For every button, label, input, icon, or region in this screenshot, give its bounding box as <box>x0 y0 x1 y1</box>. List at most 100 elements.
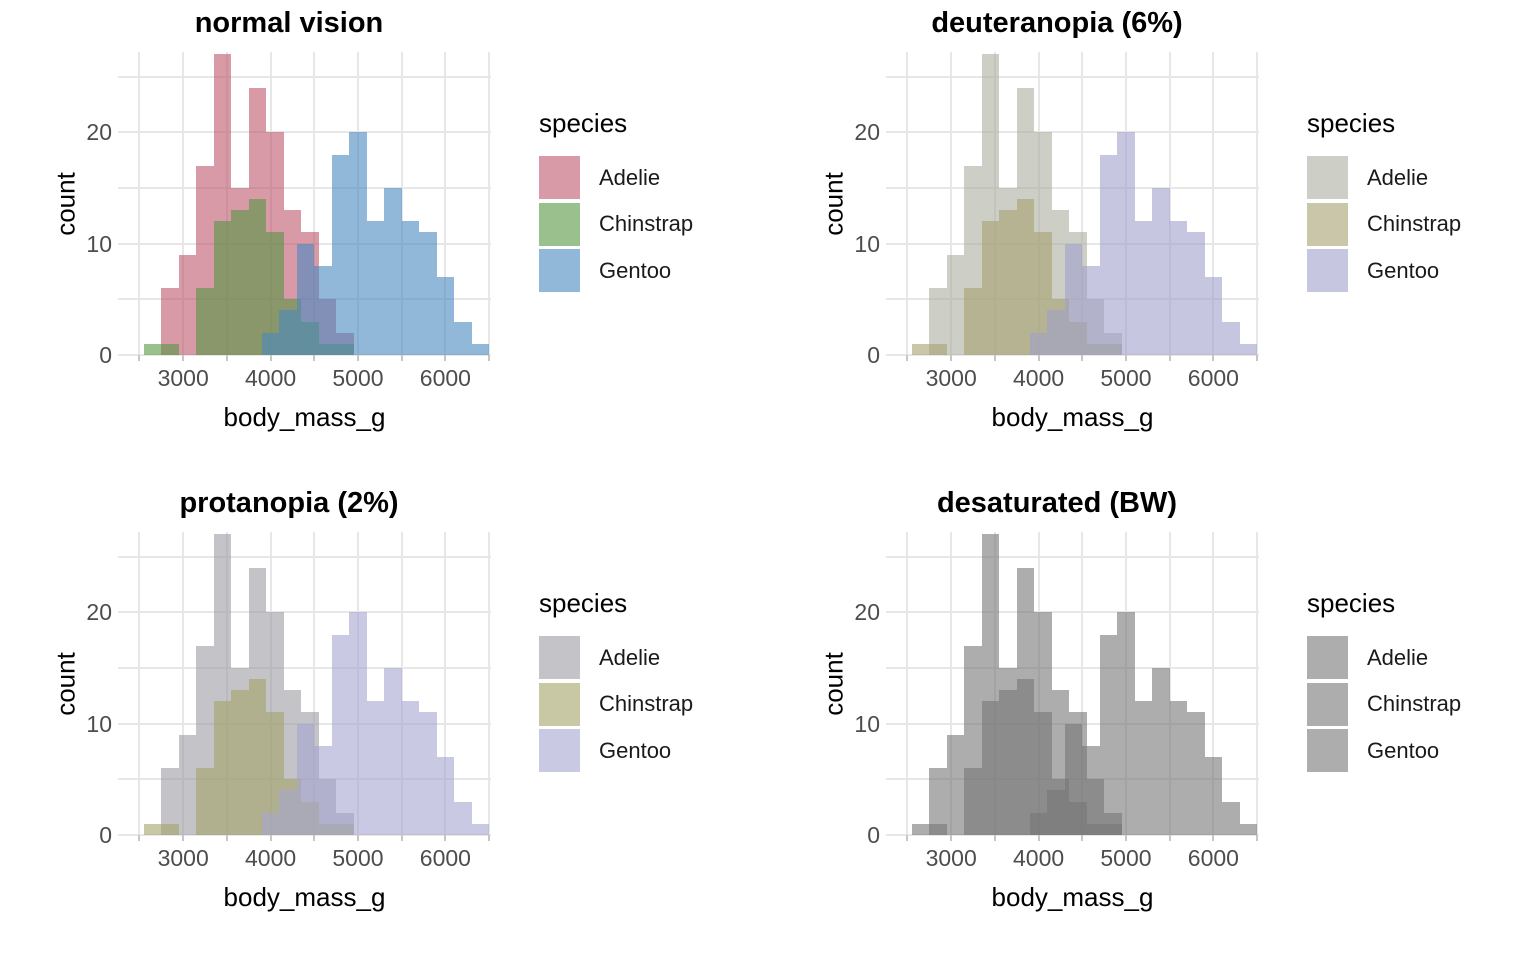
histogram-bar-gentoo <box>1187 232 1205 355</box>
x-gridline <box>906 52 909 355</box>
plot-area <box>886 532 1259 836</box>
legend-title: species <box>1307 588 1396 618</box>
histogram-bar-chinstrap <box>999 690 1017 835</box>
x-tick-mark <box>138 355 141 361</box>
histogram-bar-chinstrap <box>161 343 179 355</box>
histogram-bar-gentoo <box>1222 321 1240 355</box>
x-tick-label: 4000 <box>244 365 297 391</box>
x-gridline <box>1212 532 1215 835</box>
x-tick-mark <box>225 835 228 841</box>
y-gridline <box>118 611 491 614</box>
histogram-bar-gentoo <box>1134 221 1153 355</box>
histogram-bar-gentoo <box>1239 343 1258 355</box>
histogram-bar-gentoo <box>366 221 385 355</box>
histogram-bar-gentoo <box>1099 634 1118 835</box>
y-tick-label: 10 <box>854 230 880 257</box>
y-gridline <box>118 131 491 134</box>
histogram-bar-gentoo <box>1222 801 1240 835</box>
histogram-bar-gentoo <box>1082 265 1100 355</box>
legend-item-gentoo: Gentoo <box>539 729 737 773</box>
legend-item-adelie: Adelie <box>539 636 737 679</box>
x-gridline <box>313 52 316 355</box>
legend-swatch-gentoo <box>539 249 580 293</box>
x-tick-label: 5000 <box>1100 365 1152 391</box>
x-tick-mark <box>1037 835 1040 841</box>
x-gridline <box>138 532 141 835</box>
histogram-bar-gentoo <box>261 812 280 835</box>
x-tick-mark <box>1168 835 1171 841</box>
histogram-bar-gentoo <box>1204 757 1223 835</box>
x-gridline <box>1081 52 1084 355</box>
x-gridline <box>400 532 403 835</box>
y-axis-label: count <box>818 172 849 236</box>
legend-item-gentoo: Gentoo <box>1307 729 1505 773</box>
x-gridline <box>444 52 447 355</box>
panel-desaturated: desaturated (BW) count body_mass_g speci… <box>768 480 1536 960</box>
histogram-bar-gentoo <box>1134 701 1153 835</box>
x-tick-mark <box>1256 835 1259 841</box>
x-tick-mark <box>444 835 447 841</box>
histogram-bar-gentoo <box>1064 243 1083 355</box>
x-tick-label: 6000 <box>419 845 471 871</box>
legend-item-chinstrap: Chinstrap <box>1307 202 1505 246</box>
x-gridline <box>182 52 185 355</box>
histogram-bar-gentoo <box>349 132 367 355</box>
histogram-bar-gentoo <box>401 221 420 355</box>
histogram-bar-chinstrap <box>248 679 267 835</box>
histogram-bar-gentoo <box>454 321 472 355</box>
panel-title: deuteranopia (6%) <box>931 7 1183 39</box>
histogram-bar-gentoo <box>261 332 280 355</box>
x-gridline <box>1256 52 1259 355</box>
x-tick-mark <box>1037 355 1040 361</box>
legend-item-gentoo: Gentoo <box>1307 249 1505 293</box>
histogram-bar-chinstrap <box>143 823 162 835</box>
legend-item-gentoo: Gentoo <box>539 249 737 293</box>
histogram-bar-chinstrap <box>1034 712 1052 835</box>
y-gridline <box>118 75 491 78</box>
x-tick-label: 3000 <box>925 365 977 391</box>
histogram-bar-gentoo <box>314 745 332 835</box>
y-gridline <box>886 555 1259 558</box>
y-tick-label: 10 <box>86 710 112 737</box>
histogram-bar-gentoo <box>1117 612 1135 835</box>
x-gridline <box>138 52 141 355</box>
histogram-bar-gentoo <box>366 701 385 835</box>
histogram-bar-gentoo <box>1239 823 1258 835</box>
x-tick-mark <box>225 355 228 361</box>
histogram-bar-chinstrap <box>964 288 982 355</box>
histogram-bar-chinstrap <box>1016 679 1035 835</box>
y-gridline <box>118 555 491 558</box>
y-tick-label: 20 <box>86 119 112 146</box>
histogram-bar-gentoo <box>471 823 490 835</box>
histogram-bar-chinstrap <box>1034 232 1052 355</box>
legend-swatch-chinstrap <box>539 202 580 246</box>
x-axis-label: body_mass_g <box>991 402 1154 432</box>
x-gridline <box>1168 532 1171 835</box>
histogram-bar-gentoo <box>401 701 420 835</box>
histogram-bar-adelie <box>929 288 947 355</box>
y-gridline <box>886 666 1259 669</box>
histogram-bar-chinstrap <box>266 232 284 355</box>
histogram-bar-gentoo <box>296 243 315 355</box>
histogram-bar-chinstrap <box>911 343 930 355</box>
legend-swatch-adelie <box>539 636 580 679</box>
histogram-bar-gentoo <box>1204 277 1223 355</box>
x-tick-mark <box>269 355 272 361</box>
legend-item-adelie: Adelie <box>1307 156 1505 199</box>
y-gridline <box>886 611 1259 614</box>
histogram-bar-chinstrap <box>161 823 179 835</box>
x-axis-label: body_mass_g <box>223 402 386 432</box>
legend-label: Adelie <box>599 644 661 670</box>
histogram-bar-chinstrap <box>964 768 982 835</box>
legend-label: Chinstrap <box>599 691 694 717</box>
x-gridline <box>1256 532 1259 835</box>
y-axis-label: count <box>50 172 81 236</box>
x-gridline <box>313 532 316 835</box>
legend-label: Gentoo <box>599 257 672 283</box>
y-tick-label: 10 <box>854 710 880 737</box>
x-tick-label: 4000 <box>1012 365 1065 391</box>
x-tick-label: 3000 <box>157 365 209 391</box>
x-tick-mark <box>488 835 491 841</box>
legend-item-chinstrap: Chinstrap <box>539 682 737 726</box>
